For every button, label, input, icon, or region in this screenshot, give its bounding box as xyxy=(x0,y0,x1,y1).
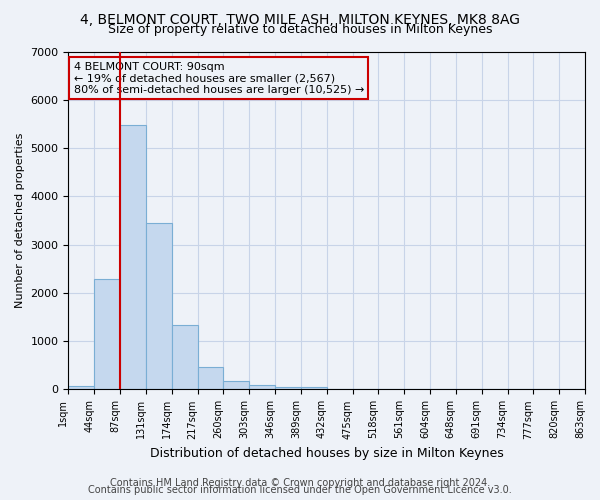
Text: Contains public sector information licensed under the Open Government Licence v3: Contains public sector information licen… xyxy=(88,485,512,495)
X-axis label: Distribution of detached houses by size in Milton Keynes: Distribution of detached houses by size … xyxy=(150,447,503,460)
Y-axis label: Number of detached properties: Number of detached properties xyxy=(15,133,25,308)
Bar xyxy=(223,382,249,390)
Text: 4, BELMONT COURT, TWO MILE ASH, MILTON KEYNES, MK8 8AG: 4, BELMONT COURT, TWO MILE ASH, MILTON K… xyxy=(80,12,520,26)
Bar xyxy=(146,223,172,390)
Bar xyxy=(249,385,275,390)
Bar xyxy=(275,387,301,390)
Bar xyxy=(197,367,223,390)
Text: Contains HM Land Registry data © Crown copyright and database right 2024.: Contains HM Land Registry data © Crown c… xyxy=(110,478,490,488)
Bar xyxy=(301,388,327,390)
Text: Size of property relative to detached houses in Milton Keynes: Size of property relative to detached ho… xyxy=(108,24,492,36)
Bar xyxy=(172,325,197,390)
Bar xyxy=(68,386,94,390)
Text: 4 BELMONT COURT: 90sqm
← 19% of detached houses are smaller (2,567)
80% of semi-: 4 BELMONT COURT: 90sqm ← 19% of detached… xyxy=(74,62,364,95)
Bar xyxy=(94,280,120,390)
Bar xyxy=(120,126,146,390)
